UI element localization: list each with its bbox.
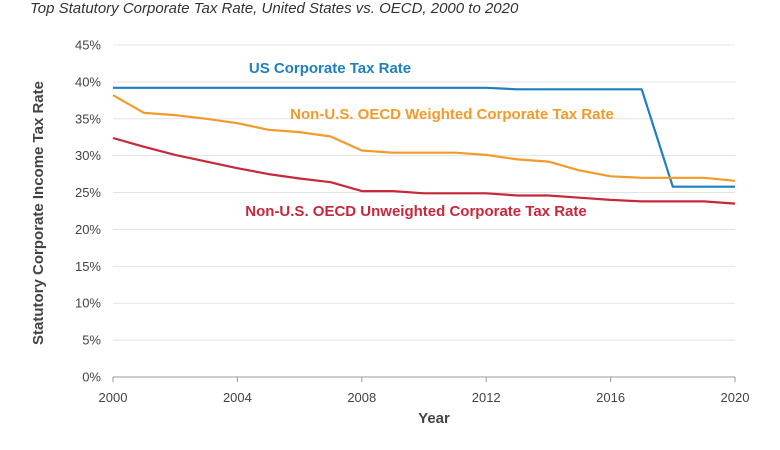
y-tick-label: 10% [75, 296, 101, 311]
y-tick-label: 30% [75, 148, 101, 163]
chart-title: Top Statutory Corporate Tax Rate, United… [30, 0, 519, 17]
x-tick-labels: 2000 2004 2008 2012 2016 2020 [99, 377, 750, 405]
series-labels: US Corporate Tax Rate Non-U.S. OECD Weigh… [245, 60, 614, 220]
y-tick-label: 35% [75, 111, 101, 126]
y-tick-label: 40% [75, 74, 101, 89]
y-tick-labels: 0% 5% 10% 15% 20% 25% 30% 35% 40% 45% [75, 38, 101, 385]
y-tick-label: 20% [75, 222, 101, 237]
y-axis-title: Statutory Corporate Income Tax Rate [30, 81, 47, 345]
oecd-unweighted-label: Non-U.S. OECD Unweighted Corporate Tax R… [245, 203, 586, 220]
us-rate-line [113, 86, 735, 188]
y-tick-label: 15% [75, 259, 101, 274]
oecd-unweighted-line [112, 136, 736, 205]
y-tick-label: 45% [75, 38, 101, 53]
x-tick-label: 2020 [721, 390, 750, 405]
x-tick-label: 2008 [347, 390, 376, 405]
us-rate-label: US Corporate Tax Rate [249, 60, 411, 77]
y-tick-label: 0% [82, 370, 101, 385]
x-tick-label: 2012 [472, 390, 501, 405]
oecd-weighted-label: Non-U.S. OECD Weighted Corporate Tax Rat… [290, 106, 614, 123]
x-tick-label: 2004 [223, 390, 252, 405]
oecd-weighted-line [112, 94, 736, 182]
x-tick-label: 2000 [99, 390, 128, 405]
y-tick-label: 5% [82, 333, 101, 348]
series-lines [112, 86, 736, 205]
y-tick-label: 25% [75, 185, 101, 200]
grid [113, 44, 735, 378]
x-axis-title: Year [418, 410, 450, 427]
x-tick-label: 2016 [596, 390, 625, 405]
